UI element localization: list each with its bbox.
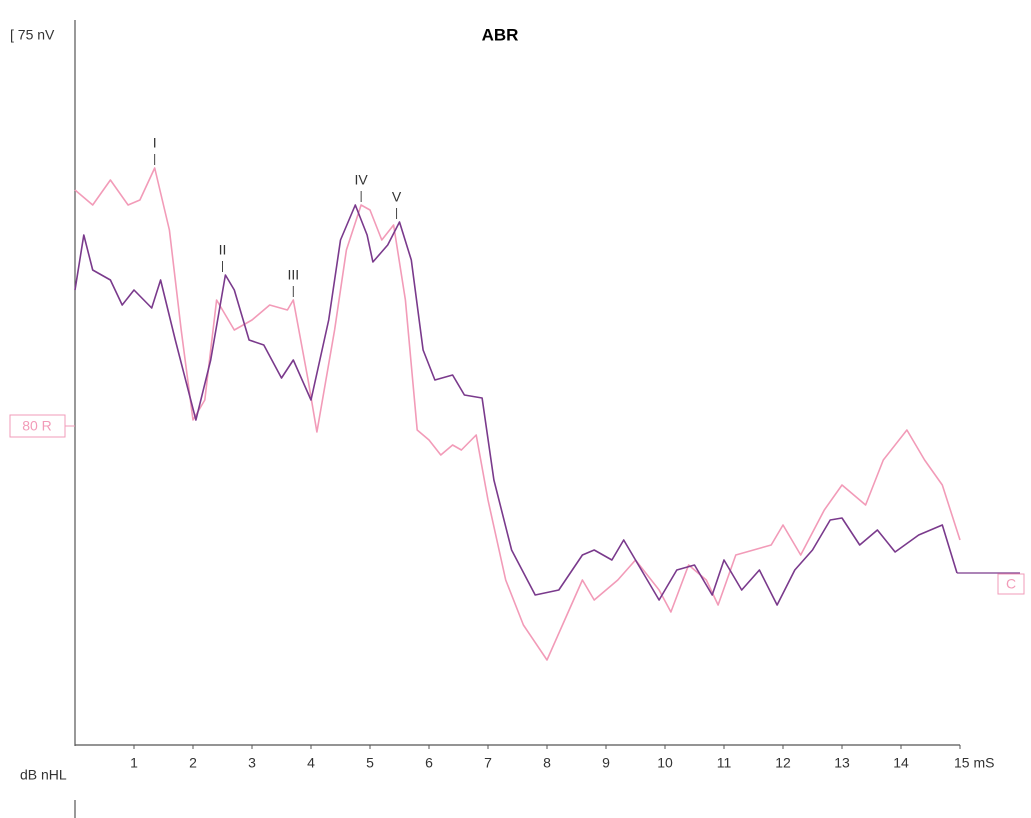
x-tick-label: 11 xyxy=(717,755,732,771)
trace-line xyxy=(74,167,961,661)
x-tick-label: 7 xyxy=(484,755,492,771)
x-tick-label: 2 xyxy=(189,755,197,771)
x-tick-label: 14 xyxy=(893,755,909,771)
x-tick-label: 1 xyxy=(130,755,138,771)
peak-label: IV xyxy=(355,172,369,188)
scale-label: [ 75 nV xyxy=(10,27,55,43)
peak-label: III xyxy=(287,267,299,283)
x-tick-label: 15 mS xyxy=(954,755,994,771)
x-tick-label: 10 xyxy=(657,755,673,771)
trace-line xyxy=(74,204,958,606)
peak-label: I xyxy=(153,135,157,151)
x-tick-label: 9 xyxy=(602,755,610,771)
peak-label: V xyxy=(392,189,402,205)
x-tick-label: 5 xyxy=(366,755,374,771)
x-tick-label: 8 xyxy=(543,755,551,771)
trace-label: 80 R xyxy=(22,418,52,434)
chart-title: ABR xyxy=(482,25,519,44)
x-tick-label: 3 xyxy=(248,755,256,771)
x-tick-label: 13 xyxy=(834,755,850,771)
x-tick-label: 4 xyxy=(307,755,315,771)
x-tick-label: 6 xyxy=(425,755,433,771)
unit-label: dB nHL xyxy=(20,767,67,783)
peak-label: II xyxy=(219,242,227,258)
x-tick-label: 12 xyxy=(775,755,791,771)
end-label: C xyxy=(1006,576,1016,592)
end-label-box xyxy=(997,573,1025,595)
